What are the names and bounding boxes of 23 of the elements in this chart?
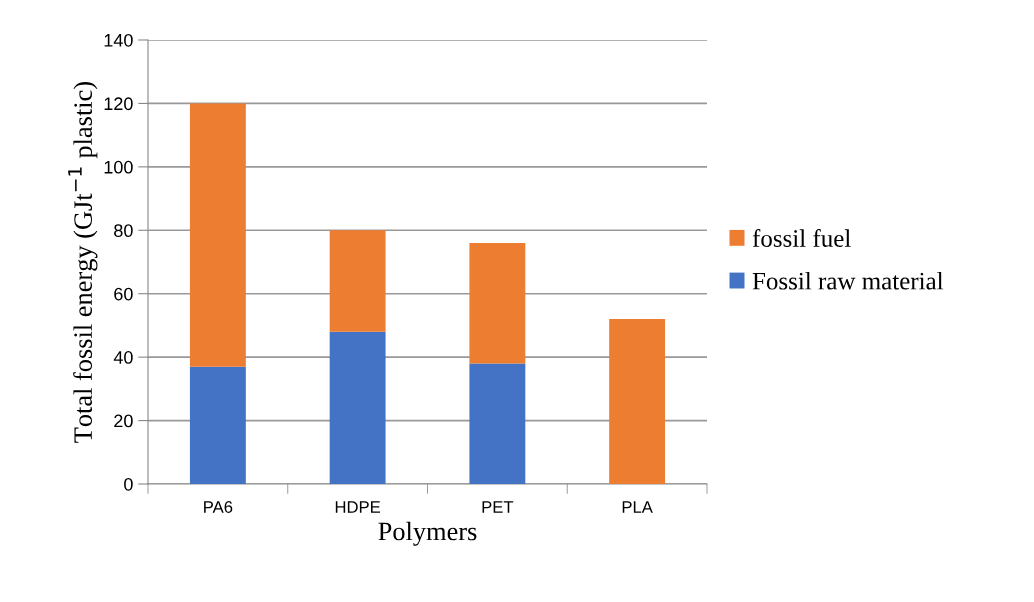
bar	[469, 363, 526, 484]
bar	[329, 331, 386, 484]
x-tick-label: PA6	[204, 501, 233, 513]
y-tick-label: 100	[104, 160, 133, 174]
y-tick-label: 0	[124, 477, 133, 491]
x-tick-label: PLA	[622, 501, 653, 513]
legend-label: Fossil raw material	[752, 272, 944, 290]
bar	[329, 230, 386, 332]
bar	[609, 319, 666, 484]
y-tick-label: 20	[114, 414, 133, 428]
x-axis-title: Polymers	[378, 521, 477, 546]
x-tick-label: PET	[482, 501, 514, 513]
bar	[469, 242, 526, 364]
bar	[189, 103, 246, 367]
y-axis-title: Total fossil energy (GJt$^{−1}$ plastic)	[68, 82, 98, 443]
y-tick-label: 140	[104, 33, 133, 47]
y-tick-label: 40	[113, 351, 133, 364]
y-tick-label: 80	[114, 224, 133, 238]
legend-label: fossil fuel	[752, 229, 851, 247]
x-tick-label: HDPE	[335, 501, 381, 513]
y-tick-label: 120	[104, 97, 133, 111]
y-tick-label: 60	[114, 287, 133, 301]
bar	[189, 366, 246, 484]
